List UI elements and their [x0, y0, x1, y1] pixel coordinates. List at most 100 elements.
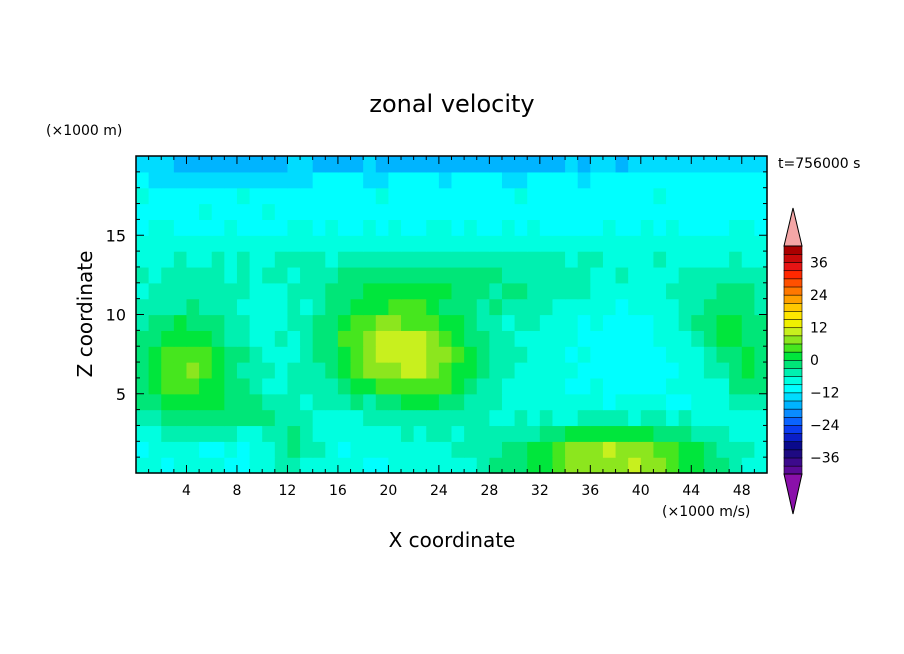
field-cell — [602, 393, 617, 411]
time-label: t=756000 s — [778, 156, 860, 172]
field-cell — [337, 362, 352, 379]
field-cell — [451, 187, 465, 205]
field-cell — [325, 171, 339, 189]
field-cell — [236, 409, 251, 427]
field-cell — [363, 409, 377, 427]
field-cell — [438, 409, 453, 427]
field-cell — [249, 393, 263, 411]
field-cell — [451, 425, 465, 442]
field-cell — [325, 457, 339, 474]
field-cell — [577, 156, 591, 173]
field-cell — [565, 425, 579, 442]
field-cell — [602, 156, 617, 173]
field-cell — [300, 298, 314, 316]
field-cell — [375, 330, 389, 347]
field-cell — [375, 156, 389, 173]
field-cell — [729, 203, 743, 220]
field-cell — [501, 235, 516, 252]
field-cell — [703, 282, 718, 300]
field-cell — [211, 235, 225, 252]
field-cell — [615, 282, 629, 300]
x-tick-label: 48 — [733, 483, 751, 499]
field-cell — [249, 409, 263, 427]
field-cell — [741, 187, 755, 205]
field-cell — [716, 362, 730, 379]
field-cell — [173, 457, 188, 474]
field-cell — [602, 314, 617, 331]
field-cell — [666, 441, 680, 458]
field-cell — [602, 171, 617, 189]
field-cell — [375, 219, 389, 236]
field-cell — [577, 377, 591, 395]
field-cell — [451, 251, 465, 268]
field-cell — [363, 156, 377, 173]
field-cell — [476, 457, 490, 474]
field-cell — [375, 235, 389, 252]
field-cell — [224, 330, 238, 347]
field-cell — [337, 219, 352, 236]
field-cell — [678, 203, 692, 220]
field-cell — [136, 441, 150, 458]
field-cell — [590, 251, 604, 268]
field-cell — [337, 441, 352, 458]
field-cell — [489, 393, 503, 411]
field-cell — [262, 409, 276, 427]
field-cell — [350, 219, 364, 236]
field-cell — [729, 156, 743, 173]
field-cell — [464, 393, 478, 411]
field-cell — [262, 282, 276, 300]
field-cell — [691, 457, 705, 474]
field-cell — [716, 346, 730, 363]
field-cell — [375, 393, 389, 411]
field-cell — [312, 314, 326, 331]
field-cell — [325, 187, 339, 205]
field-cell — [716, 282, 730, 300]
field-cell — [300, 393, 314, 411]
field-cell — [716, 235, 730, 252]
field-cell — [438, 457, 453, 474]
field-cell — [426, 441, 440, 458]
field-cell — [401, 377, 415, 395]
field-cell — [628, 425, 642, 442]
field-cell — [287, 314, 301, 331]
field-cell — [186, 187, 200, 205]
y-axis-title: Z coordinate — [73, 251, 97, 378]
colorbar-tick-label: 12 — [810, 320, 828, 336]
field-cell — [590, 235, 604, 252]
field-cell — [274, 187, 289, 205]
field-cell — [312, 203, 326, 220]
field-cell — [628, 219, 642, 236]
field-cell — [388, 251, 402, 268]
chart-title: zonal velocity — [369, 90, 534, 118]
contour-field — [136, 156, 768, 474]
field-cell — [666, 266, 680, 284]
colorbar-tick-label: 0 — [810, 353, 819, 369]
field-cell — [249, 235, 263, 252]
field-cell — [590, 330, 604, 347]
field-cell — [678, 330, 692, 347]
field-cell — [653, 409, 667, 427]
field-cell — [274, 457, 289, 474]
field-cell — [325, 314, 339, 331]
field-cell — [590, 457, 604, 474]
field-cell — [451, 346, 465, 363]
field-cell — [539, 457, 554, 474]
field-cell — [514, 219, 528, 236]
field-cell — [678, 377, 692, 395]
field-cell — [464, 282, 478, 300]
field-cell — [476, 314, 490, 331]
field-cell — [666, 457, 680, 474]
field-cell — [577, 441, 591, 458]
colorbar-tick-label: −24 — [810, 418, 840, 434]
field-cell — [565, 203, 579, 220]
field-cell — [274, 156, 289, 173]
field-cell — [401, 171, 415, 189]
field-cell — [224, 235, 238, 252]
field-cell — [148, 393, 162, 411]
field-cell — [173, 298, 188, 316]
field-cell — [199, 282, 213, 300]
field-cell — [426, 156, 440, 173]
field-cell — [413, 425, 427, 442]
field-cell — [325, 203, 339, 220]
field-cell — [211, 266, 225, 284]
